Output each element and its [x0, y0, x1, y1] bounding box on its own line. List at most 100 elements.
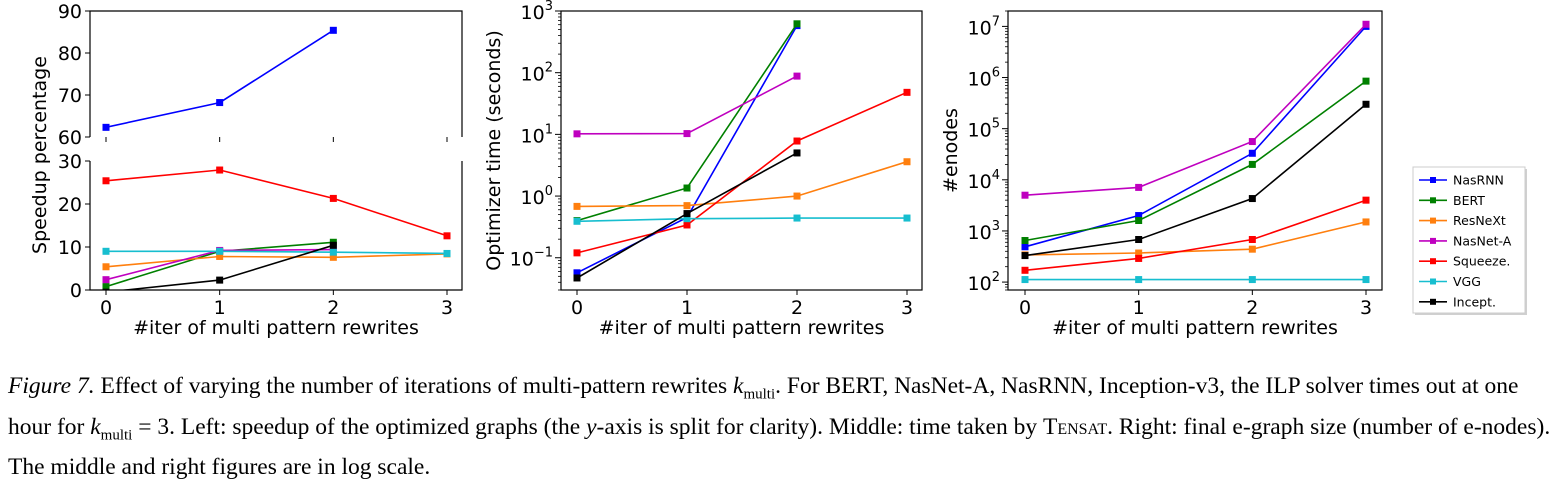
- speedup-chart: 60 70 80 90 0 10 20 30 0 1 2 3 #iter of multi patter…: [29, 1, 463, 339]
- y-axis-label: #enodes: [940, 108, 962, 193]
- x-tick-label: 2: [791, 297, 803, 319]
- data-point-resnext: [102, 263, 110, 271]
- data-point-squeeze: [443, 232, 451, 240]
- data-point-nasnet-a: [1021, 191, 1029, 199]
- legend-label-squeeze: Squeeze.: [1453, 254, 1510, 269]
- legend-marker-squeeze: [1430, 258, 1436, 265]
- x-tick-label: 0: [1019, 297, 1031, 319]
- legend-marker-incept: [1430, 298, 1436, 305]
- series-line-nasrnn: [576, 25, 798, 274]
- caption-text: = 3. Left: speedup of the optimized grap…: [132, 413, 587, 440]
- data-point-vgg: [329, 248, 337, 256]
- data-point-vgg: [573, 217, 581, 225]
- plot-frame: [1007, 10, 1383, 291]
- data-point-nasnet-a: [573, 130, 581, 138]
- series-line-nasnet-a: [1024, 23, 1367, 196]
- data-point-incept: [1248, 195, 1256, 203]
- series-line-incept: [1024, 103, 1367, 257]
- data-point-vgg: [903, 214, 911, 222]
- top-panel-series: [102, 26, 337, 131]
- series-line-squeeze: [1024, 199, 1367, 272]
- data-point-bert: [1135, 217, 1143, 225]
- data-point-bert: [1021, 237, 1029, 245]
- data-point-vgg: [1135, 276, 1143, 284]
- data-point-nasnet-a: [1135, 183, 1143, 191]
- legend-marker-vgg: [1430, 278, 1436, 285]
- caption-text: -axis is split for clarity). Middle: tim…: [596, 413, 1043, 440]
- data-point-squeeze: [793, 137, 801, 145]
- data-point-vgg: [793, 214, 801, 222]
- x-tick-label: 3: [441, 297, 453, 319]
- data-point-resnext: [1135, 249, 1143, 257]
- y-axis-label: Optimizer time (seconds): [483, 30, 505, 271]
- legend-marker-resnext: [1430, 217, 1436, 224]
- data-point-bert: [102, 283, 110, 290]
- data-point-bert: [793, 20, 801, 28]
- data-point-vgg: [102, 247, 110, 255]
- data-point-squeeze: [573, 249, 581, 257]
- data-point-incept: [573, 274, 581, 282]
- series-line-resnext: [576, 160, 908, 208]
- data-point-incept: [216, 276, 224, 284]
- legend-label-vgg: VGG: [1453, 274, 1481, 289]
- legend-label-nasrnn: NasRNN: [1453, 173, 1504, 188]
- data-point-nasrnn: [573, 269, 581, 277]
- caption-text: y: [586, 413, 597, 440]
- y-tick-label: 101: [521, 122, 553, 147]
- y-tick-label: 102: [521, 61, 553, 86]
- caption-text: Effect of varying the number of iteratio…: [94, 373, 734, 399]
- y-tick-label: 20: [58, 194, 82, 216]
- data-point-nasrnn: [102, 123, 110, 131]
- chart-legend: NasRNN BERT ResNeXt NasNet-A Squeeze. VGG Ince…: [1412, 166, 1527, 315]
- series-group: [573, 20, 911, 282]
- x-tick-label: 3: [901, 297, 913, 319]
- y-tick-label: 90: [58, 1, 82, 23]
- x-axis-label: #iter of multi pattern rewrites: [599, 317, 885, 339]
- series-line-squeeze: [105, 169, 448, 237]
- legend-label-resnext: ResNeXt: [1453, 213, 1506, 228]
- data-point-nasnet-a: [1248, 138, 1256, 146]
- x-tick-label: 1: [681, 297, 693, 319]
- data-point-nasrnn: [1248, 149, 1256, 157]
- data-point-resnext: [1362, 218, 1370, 226]
- y-tick-label: 10−1: [510, 246, 553, 271]
- data-point-squeeze: [1248, 236, 1256, 244]
- series-line-squeeze: [576, 91, 908, 254]
- x-tick-label: 2: [1246, 297, 1258, 319]
- series-line-vgg: [106, 250, 448, 255]
- data-point-incept: [1135, 236, 1143, 244]
- data-point-nasnet-a: [1362, 20, 1370, 28]
- y-tick-label: 106: [968, 66, 1000, 91]
- series-line-vgg: [576, 217, 907, 223]
- data-point-vgg: [1248, 276, 1256, 284]
- y-tick-label: 60: [58, 127, 82, 149]
- series-line-nasrnn: [1024, 25, 1367, 248]
- top-panel-frame: [89, 10, 463, 137]
- y-tick-label: 30: [58, 151, 82, 173]
- series-line-nasrnn: [105, 29, 334, 129]
- caption-text: k: [733, 373, 744, 399]
- y-tick-label: 103: [968, 219, 1000, 244]
- caption-text: multi: [100, 427, 133, 444]
- plot-frame: [560, 10, 923, 291]
- data-point-incept: [683, 210, 691, 218]
- y-tick-label: 70: [58, 85, 82, 107]
- data-point-nasnet-a: [683, 130, 691, 138]
- data-point-resnext: [573, 202, 581, 210]
- y-tick-label: 104: [968, 168, 1000, 193]
- y-tick-label: 0: [70, 280, 82, 302]
- legend-label-incept: Incept.: [1453, 294, 1496, 309]
- y-tick-label: 105: [968, 117, 1000, 142]
- x-tick-label: 0: [100, 297, 112, 319]
- data-point-nasrnn: [329, 26, 337, 34]
- legend-marker-bert: [1430, 197, 1436, 204]
- y-tick-label: 103: [521, 0, 553, 24]
- x-tick-label: 2: [327, 297, 339, 319]
- x-tick-label: 0: [571, 297, 583, 319]
- y-tick-label: 10: [58, 237, 82, 259]
- data-point-incept: [793, 149, 801, 157]
- data-point-resnext: [903, 158, 911, 166]
- data-point-bert: [1248, 160, 1256, 168]
- x-tick-label: 1: [214, 297, 226, 319]
